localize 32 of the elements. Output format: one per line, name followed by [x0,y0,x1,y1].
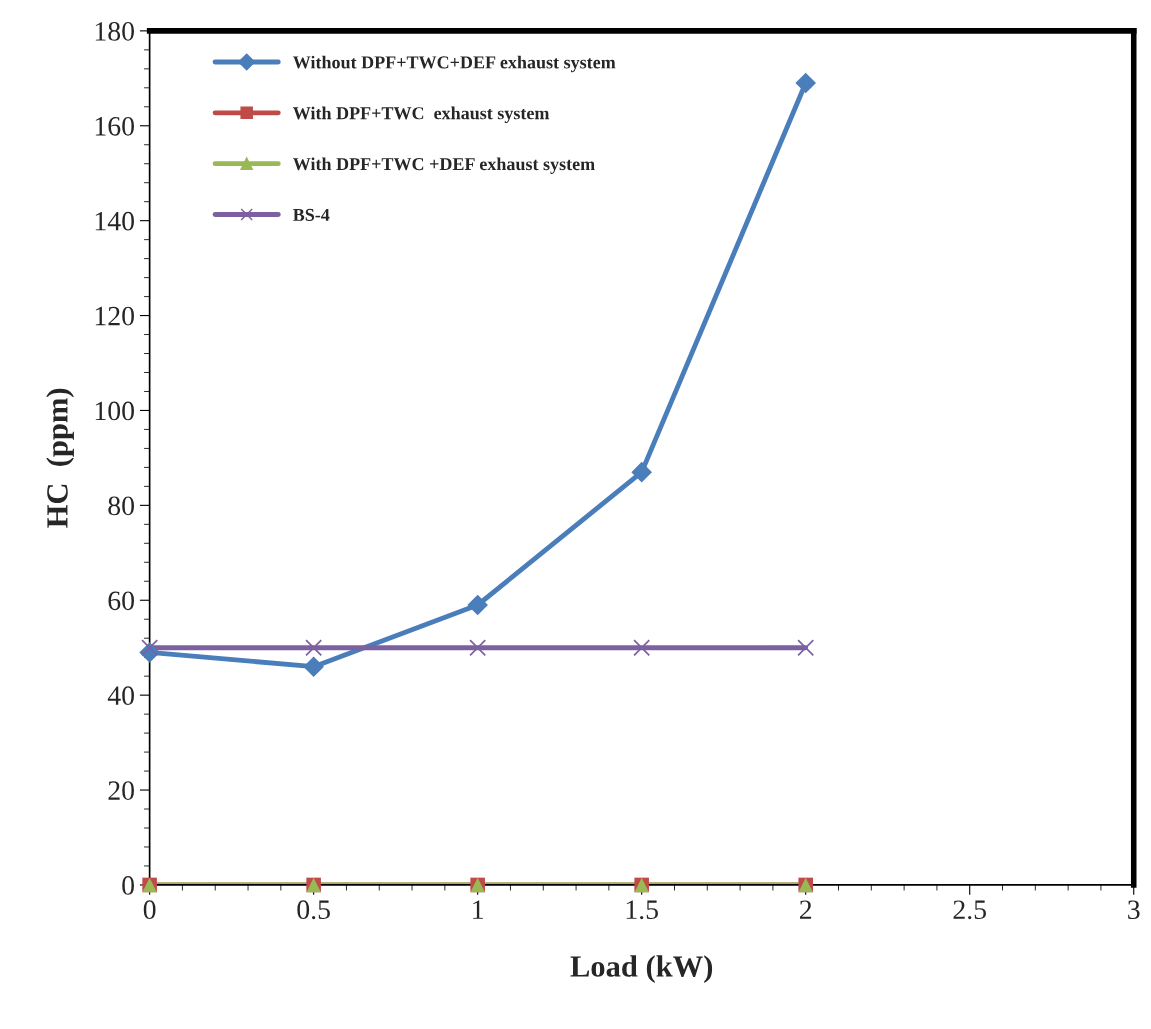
legend-label: BS-4 [293,208,330,221]
legend-label: With DPF+TWC +DEF exhaust system [292,157,595,174]
x-tick-label: 0.5 [297,900,330,920]
point [797,639,815,657]
y-tick-label: 0 [122,876,134,895]
point [795,72,816,94]
legend-label: With DPF+TWC exhaust system [292,106,550,124]
x-tick-label: 2.5 [953,900,986,920]
x-tick-label: 3 [1128,900,1140,920]
point [469,639,487,657]
y-tick-label: 40 [107,686,134,706]
point [631,461,652,483]
x-tick-label: 1 [473,900,483,919]
y-axis-title: HC (ppm) [46,388,74,528]
y-tick-label: 120 [95,306,134,326]
x-axis-title: Load (kW) [570,955,713,983]
x-tick-label: 0 [143,900,156,920]
y-tick-label: 180 [95,22,134,41]
x-tick-label: 2 [799,900,812,919]
point [305,639,323,657]
x-tick-label: 1.5 [626,900,658,920]
y-tick-label: 100 [95,401,134,421]
legend-label: Without DPF+TWC+DEF exhaust system [292,55,616,73]
y-tick-label: 20 [108,781,134,800]
y-tick-label: 60 [108,591,134,611]
y-tick-label: 80 [108,496,134,516]
point [303,656,324,677]
y-tick-label: 140 [95,211,134,231]
point [633,639,651,657]
point [141,639,159,657]
point [467,594,488,616]
y-tick-label: 160 [95,116,134,136]
